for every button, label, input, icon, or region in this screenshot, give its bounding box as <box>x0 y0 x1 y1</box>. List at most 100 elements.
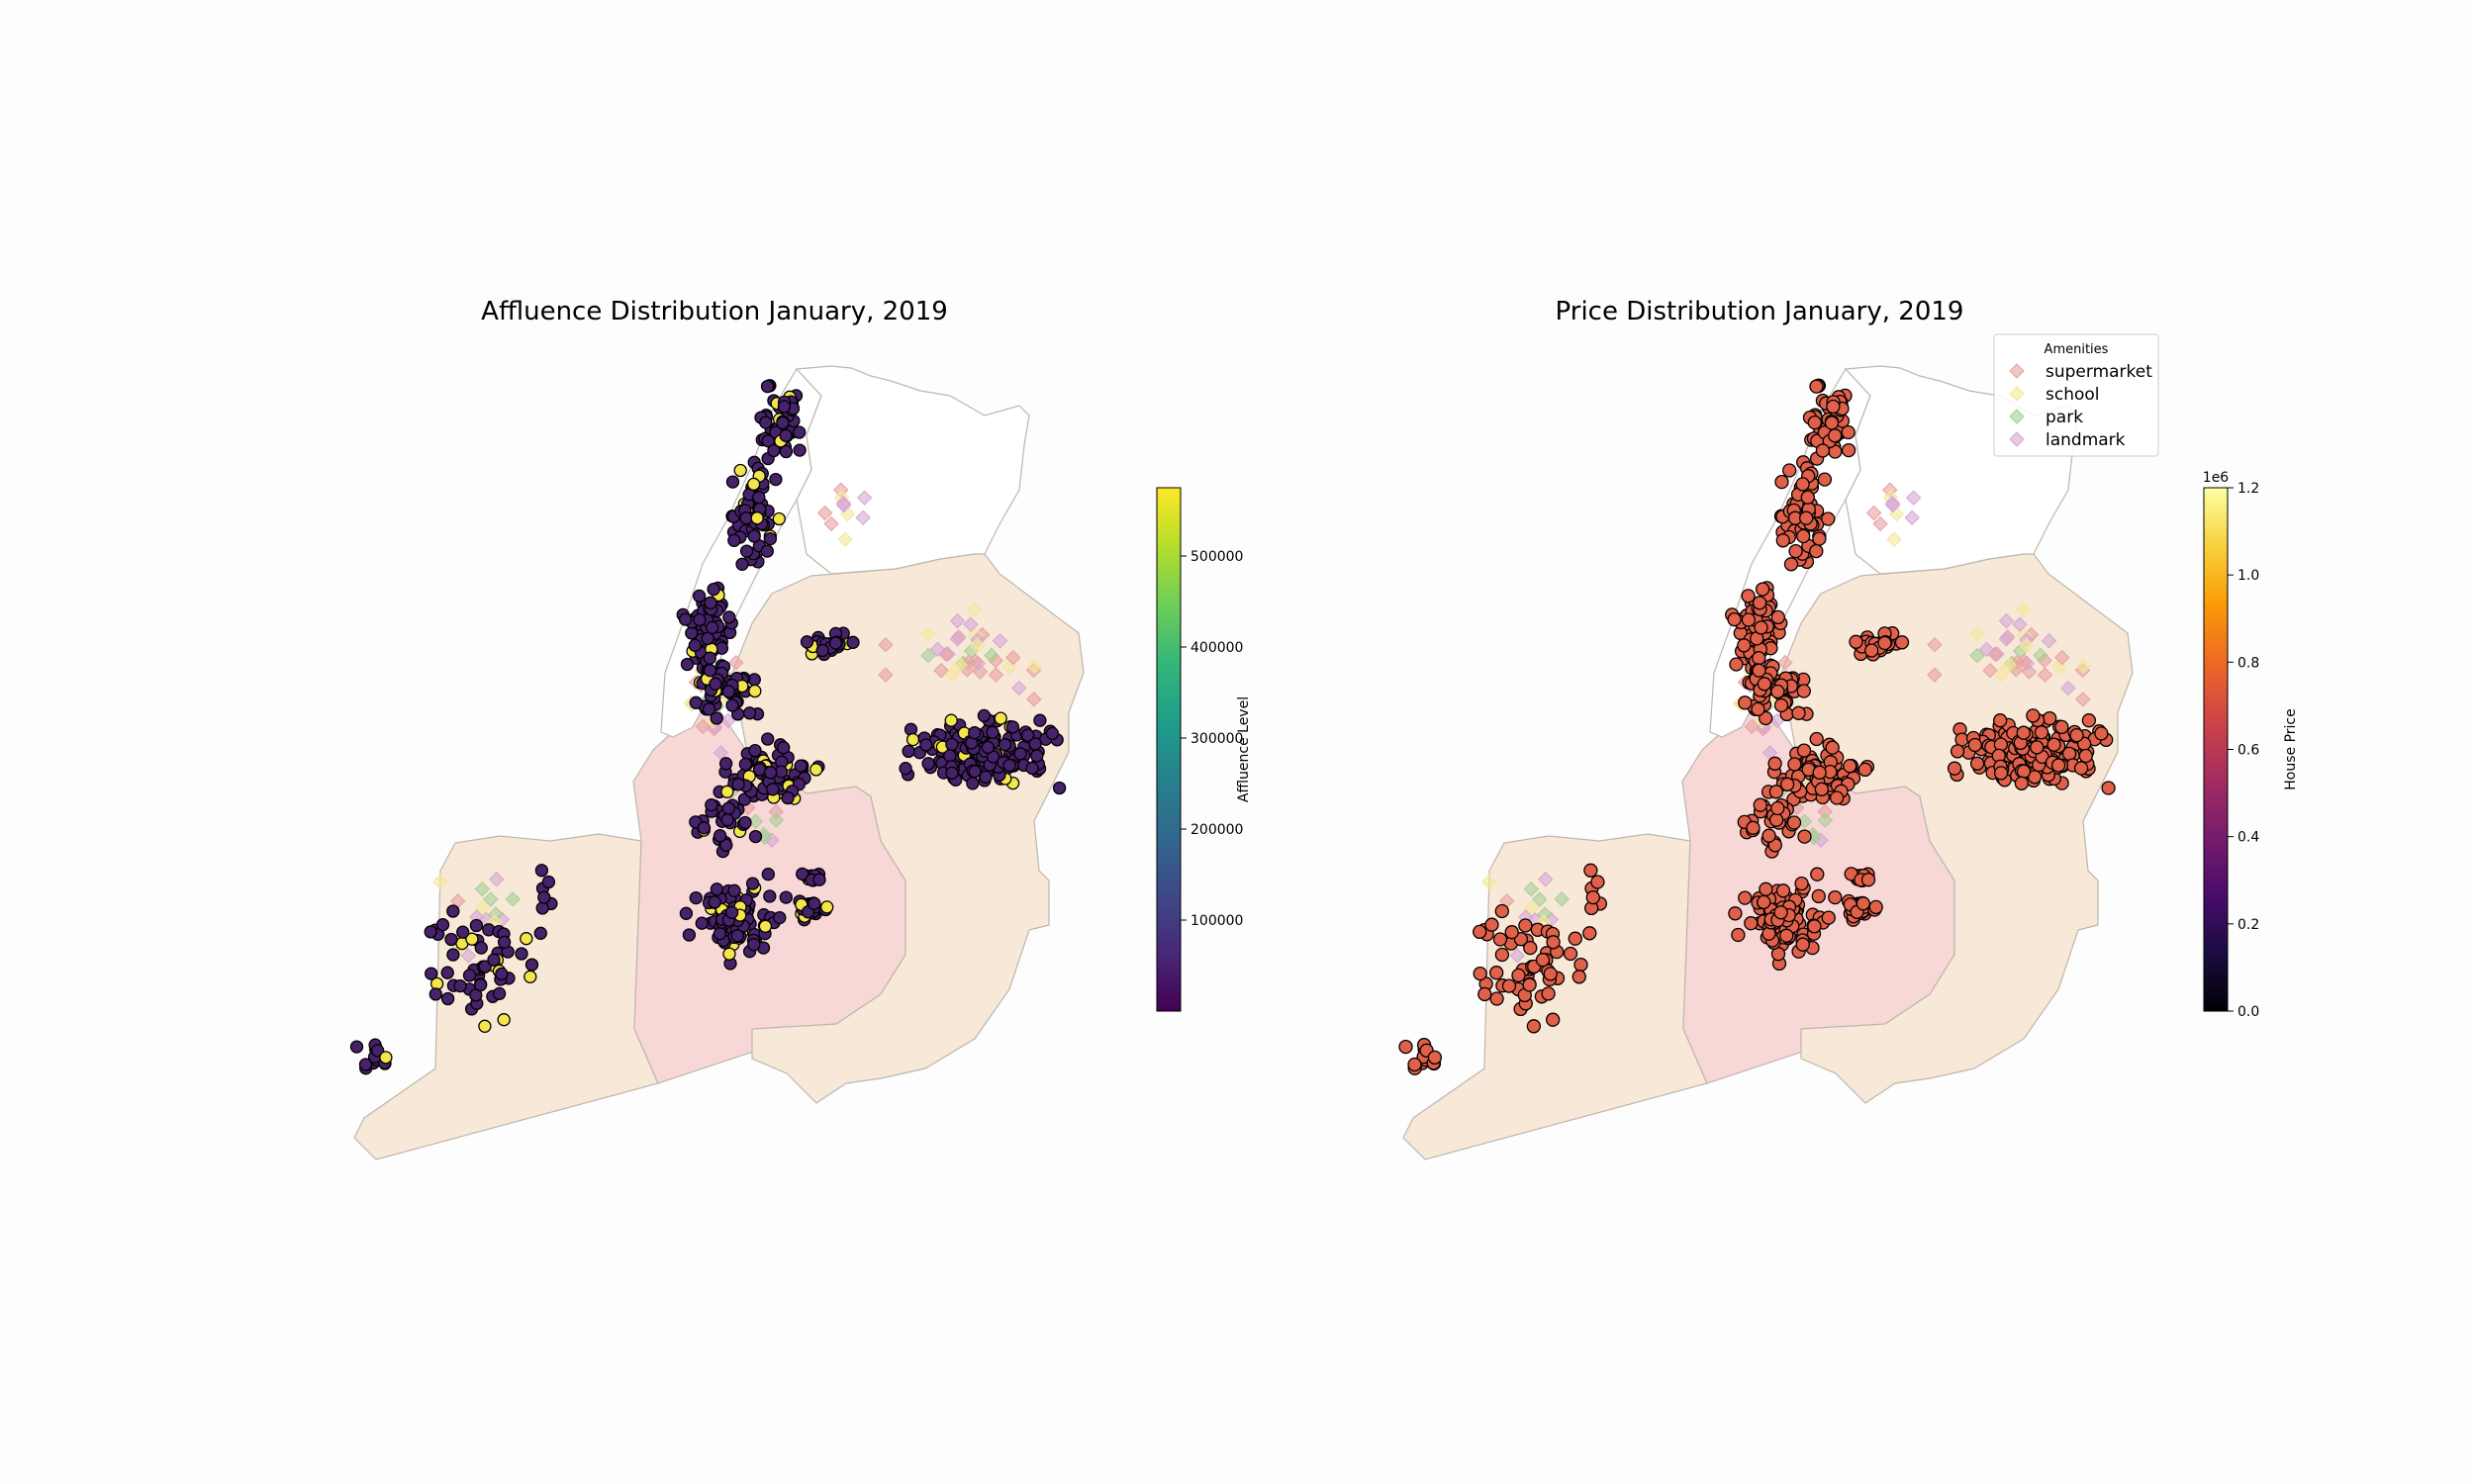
price-house-point <box>1779 928 1794 943</box>
affluence-house-point <box>747 529 761 543</box>
affluence-house-point <box>769 472 783 487</box>
landmark-amenity-marker <box>2041 633 2057 649</box>
affluence-house-point <box>695 916 709 930</box>
supermarket-amenity-marker <box>1872 515 1888 532</box>
affluence-house-point <box>919 738 933 752</box>
price-house-point <box>1821 511 1836 526</box>
landmark-amenity-marker <box>720 712 736 729</box>
price-house-point <box>1751 701 1765 717</box>
affluence-house-point <box>710 882 724 896</box>
affluence-house-point <box>713 927 727 941</box>
affluence-house-point <box>979 770 993 784</box>
price-house-point <box>1810 867 1825 881</box>
school-amenity-marker <box>920 626 936 642</box>
price-house-point <box>1738 696 1753 710</box>
price-house-point <box>1501 978 1517 993</box>
affluence-house-point <box>520 932 533 946</box>
price-house-point <box>1523 940 1538 956</box>
landmark-amenity-marker <box>1509 948 1525 964</box>
affluence-house-point <box>473 977 488 992</box>
landmark-amenity-marker <box>1998 631 2015 647</box>
affluence-house-point <box>710 711 723 725</box>
price-house-point <box>2043 710 2057 726</box>
affluence-house-point <box>1045 726 1060 741</box>
affluence-house-point <box>720 813 734 827</box>
affluence-house-point <box>966 777 980 790</box>
affluence-house-point <box>689 890 703 905</box>
affluence-house-point <box>905 732 920 747</box>
affluence-house-point <box>760 379 775 394</box>
price-house-point <box>1799 510 1814 525</box>
price-house-point <box>1563 946 1578 962</box>
supermarket-amenity-marker <box>878 636 894 653</box>
price-house-point <box>1770 684 1785 699</box>
price-house-point <box>1757 677 1772 692</box>
price-house-point <box>1770 609 1785 625</box>
affluence-house-point <box>379 1051 393 1065</box>
affluence-house-point <box>444 932 458 947</box>
affluence-house-point <box>497 1013 511 1027</box>
price-house-point <box>1786 815 1802 830</box>
price-house-point <box>1585 889 1600 905</box>
affluence-house-point <box>456 925 470 939</box>
price-colorbar-tick-label: 0.8 <box>2237 655 2259 671</box>
affluence-borough-bronx <box>795 365 1030 575</box>
price-house-point <box>1807 415 1822 430</box>
affluence-house-point <box>748 829 763 844</box>
affluence-colorbar-label: Affluence Level <box>1236 696 1252 802</box>
price-house-point <box>2046 737 2061 752</box>
affluence-house-point <box>945 737 959 752</box>
price-house-point <box>1583 863 1598 878</box>
affluence-house-point <box>772 511 786 526</box>
affluence-house-point <box>968 765 982 779</box>
affluence-house-point <box>730 929 744 943</box>
price-house-point <box>1761 828 1776 843</box>
price-house-point <box>2050 758 2066 773</box>
park-amenity-marker <box>505 891 521 907</box>
price-house-point <box>2026 708 2041 723</box>
affluence-house-point <box>497 935 512 949</box>
affluence-house-point <box>820 900 834 914</box>
price-colorbar-tick-label: 0.4 <box>2237 830 2259 846</box>
price-house-point <box>1728 906 1743 921</box>
school-amenity-marker <box>1026 658 1043 675</box>
price-house-point <box>1817 472 1833 487</box>
price-house-point <box>1759 881 1773 896</box>
affluence-house-point <box>776 416 790 430</box>
price-house-point <box>1809 543 1824 559</box>
landmark-legend-marker <box>2009 431 2025 447</box>
park-amenity-marker <box>2033 647 2048 664</box>
affluence-house-point <box>721 801 735 815</box>
price-house-point <box>1741 612 1757 627</box>
affluence-house-point <box>702 702 716 716</box>
price-house-point <box>1825 740 1840 755</box>
affluence-house-points <box>349 379 1067 1075</box>
affluence-house-point <box>462 969 477 982</box>
price-colorbar-tick-label: 1.0 <box>2237 568 2259 584</box>
affluence-house-point <box>968 726 982 740</box>
affluence-amenity-markers <box>432 482 1043 964</box>
price-house-point <box>1843 759 1857 774</box>
affluence-house-point <box>535 901 549 915</box>
affluence-house-point <box>725 475 740 489</box>
supermarket-amenity-marker <box>823 515 839 532</box>
park-amenity-marker <box>1554 891 1570 907</box>
affluence-house-point <box>752 491 766 505</box>
price-house-point <box>1828 428 1843 443</box>
price-house-point <box>1773 697 1789 713</box>
affluence-house-point <box>358 1058 373 1071</box>
school-amenity-marker <box>837 531 853 547</box>
price-house-point <box>1877 635 1892 651</box>
affluence-house-point <box>707 582 720 597</box>
price-house-point <box>1427 1050 1443 1066</box>
affluence-house-point <box>722 610 736 624</box>
price-house-point <box>1993 713 2008 728</box>
price-house-point <box>1795 477 1810 492</box>
affluence-house-point <box>708 895 721 909</box>
price-house-point <box>1752 651 1766 666</box>
supermarket-amenity-marker <box>816 505 833 521</box>
price-house-point <box>1969 756 1985 771</box>
affluence-colorbar: 100000 200000 300000 400000 500000 Affluence … <box>1156 487 1252 1012</box>
affluence-house-point <box>692 589 707 603</box>
price-house-point <box>1796 684 1811 698</box>
